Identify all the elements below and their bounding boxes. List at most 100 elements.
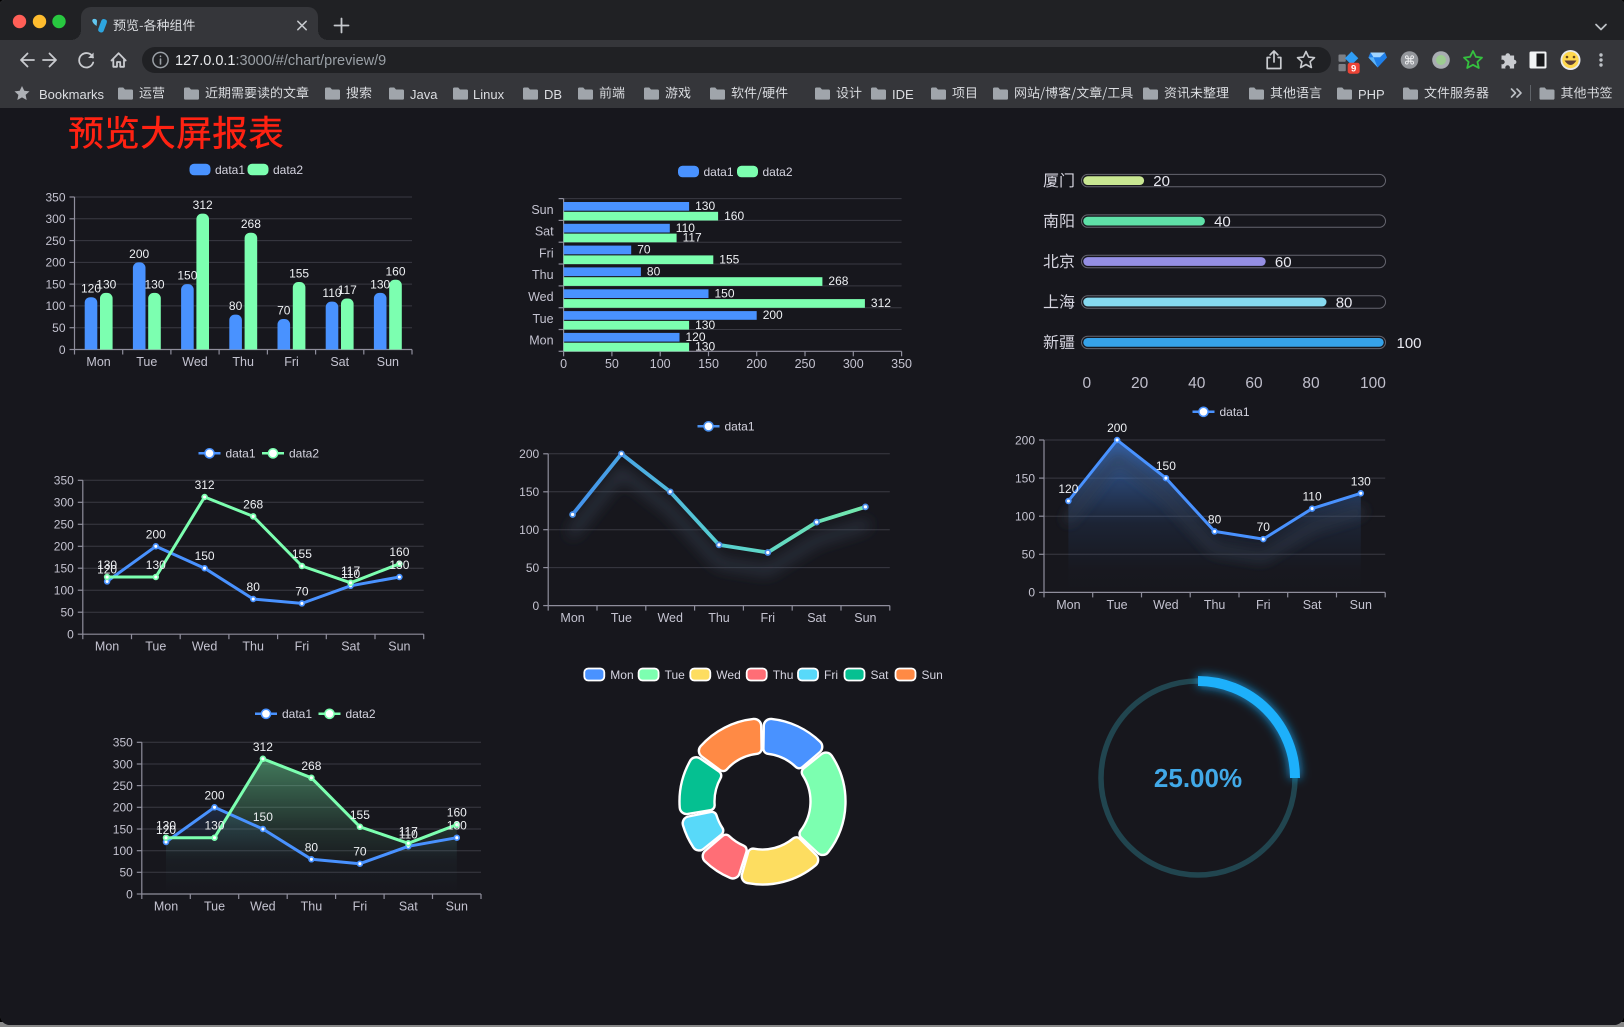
svg-text:Sun: Sun bbox=[922, 668, 943, 682]
svg-text:Fri: Fri bbox=[284, 355, 299, 369]
svg-text:130: 130 bbox=[97, 558, 117, 572]
svg-text:Mon: Mon bbox=[154, 900, 178, 914]
svg-text:150: 150 bbox=[698, 357, 719, 371]
svg-text:50: 50 bbox=[52, 321, 66, 335]
svg-text:100: 100 bbox=[1015, 510, 1035, 524]
svg-text:Sun: Sun bbox=[388, 640, 410, 654]
svg-text:80: 80 bbox=[305, 840, 319, 854]
svg-text:300: 300 bbox=[843, 357, 864, 371]
svg-text:350: 350 bbox=[54, 474, 74, 488]
svg-text:40: 40 bbox=[1214, 214, 1231, 231]
svg-text:Thu: Thu bbox=[1204, 598, 1226, 612]
svg-text:Wed: Wed bbox=[192, 640, 218, 654]
svg-text:Mon: Mon bbox=[1056, 598, 1080, 612]
svg-text:150: 150 bbox=[253, 810, 273, 824]
svg-text:data1: data1 bbox=[215, 163, 245, 177]
svg-text:Sat: Sat bbox=[535, 225, 554, 239]
svg-text:120: 120 bbox=[156, 823, 176, 837]
svg-text:150: 150 bbox=[177, 269, 197, 283]
svg-text:268: 268 bbox=[828, 274, 848, 288]
svg-text:120: 120 bbox=[97, 562, 117, 576]
svg-text:data2: data2 bbox=[763, 165, 793, 179]
svg-text:Wed: Wed bbox=[250, 900, 276, 914]
svg-text:80: 80 bbox=[1208, 512, 1222, 526]
svg-text:50: 50 bbox=[119, 866, 133, 880]
svg-text:312: 312 bbox=[193, 198, 213, 212]
svg-text:20: 20 bbox=[1153, 173, 1170, 190]
svg-text:Sat: Sat bbox=[330, 355, 349, 369]
svg-text:130: 130 bbox=[695, 340, 715, 354]
svg-text:Mon: Mon bbox=[86, 355, 110, 369]
svg-text:data1: data1 bbox=[1220, 405, 1250, 419]
svg-text:250: 250 bbox=[54, 518, 74, 532]
svg-text:100: 100 bbox=[519, 523, 539, 537]
svg-text:Tue: Tue bbox=[136, 355, 157, 369]
svg-text:312: 312 bbox=[195, 478, 215, 492]
svg-text:0: 0 bbox=[126, 887, 133, 901]
svg-text:Sun: Sun bbox=[446, 900, 468, 914]
svg-text:150: 150 bbox=[1156, 459, 1176, 473]
svg-text:Thu: Thu bbox=[708, 611, 730, 625]
svg-text:150: 150 bbox=[519, 485, 539, 499]
svg-text:Fri: Fri bbox=[295, 640, 310, 654]
svg-text:80: 80 bbox=[1302, 375, 1320, 392]
svg-text:312: 312 bbox=[871, 296, 891, 310]
svg-text:120: 120 bbox=[686, 330, 706, 344]
svg-text:Mon: Mon bbox=[610, 668, 633, 682]
svg-text:Thu: Thu bbox=[301, 900, 323, 914]
svg-text:Wed: Wed bbox=[657, 611, 683, 625]
svg-text:80: 80 bbox=[1336, 294, 1353, 311]
svg-text:Fri: Fri bbox=[761, 611, 776, 625]
svg-text:200: 200 bbox=[204, 788, 224, 802]
svg-text:100: 100 bbox=[54, 584, 74, 598]
svg-text:155: 155 bbox=[292, 547, 312, 561]
svg-text:0: 0 bbox=[560, 357, 567, 371]
svg-text:Sat: Sat bbox=[341, 640, 360, 654]
svg-text:110: 110 bbox=[322, 286, 341, 300]
svg-text:110: 110 bbox=[1303, 490, 1322, 504]
svg-text:70: 70 bbox=[1257, 520, 1271, 534]
svg-text:Sat: Sat bbox=[871, 668, 890, 682]
svg-text:80: 80 bbox=[229, 299, 243, 313]
svg-text:Wed: Wed bbox=[1153, 598, 1179, 612]
svg-text:160: 160 bbox=[385, 264, 405, 278]
svg-text:0: 0 bbox=[59, 343, 66, 357]
svg-text:Sun: Sun bbox=[531, 203, 553, 217]
svg-text:Wed: Wed bbox=[528, 290, 554, 304]
svg-text:⌘: ⌘ bbox=[1404, 54, 1416, 68]
svg-text:Tue: Tue bbox=[145, 640, 166, 654]
svg-text:130: 130 bbox=[1351, 474, 1371, 488]
svg-text:200: 200 bbox=[519, 447, 539, 461]
svg-text:70: 70 bbox=[637, 243, 651, 257]
svg-text:200: 200 bbox=[146, 527, 166, 541]
svg-text:110: 110 bbox=[676, 221, 695, 235]
svg-text:300: 300 bbox=[113, 757, 133, 771]
svg-text:Tue: Tue bbox=[204, 900, 225, 914]
svg-text:300: 300 bbox=[45, 212, 65, 226]
svg-text:268: 268 bbox=[241, 217, 261, 231]
svg-text:data2: data2 bbox=[273, 163, 303, 177]
svg-text:155: 155 bbox=[350, 808, 370, 822]
svg-text:110: 110 bbox=[399, 827, 418, 841]
svg-text:0: 0 bbox=[1028, 586, 1035, 600]
svg-text:150: 150 bbox=[195, 549, 215, 563]
svg-text:130: 130 bbox=[156, 819, 176, 833]
svg-text:100: 100 bbox=[45, 299, 65, 313]
svg-text:80: 80 bbox=[647, 264, 661, 278]
svg-text:70: 70 bbox=[295, 584, 309, 598]
svg-text:200: 200 bbox=[746, 357, 767, 371]
svg-text:data1: data1 bbox=[226, 447, 256, 461]
svg-text:130: 130 bbox=[370, 277, 390, 291]
svg-text:Sat: Sat bbox=[399, 900, 418, 914]
svg-text:Tue: Tue bbox=[665, 668, 686, 682]
svg-text:data1: data1 bbox=[282, 707, 312, 721]
svg-text:120: 120 bbox=[1058, 482, 1078, 496]
svg-text:40: 40 bbox=[1188, 375, 1206, 392]
svg-text:60: 60 bbox=[1245, 375, 1263, 392]
svg-text:100: 100 bbox=[1397, 335, 1422, 352]
svg-text:Fri: Fri bbox=[1256, 598, 1271, 612]
svg-text:Mon: Mon bbox=[529, 334, 553, 348]
svg-text:0: 0 bbox=[1082, 375, 1091, 392]
svg-text:130: 130 bbox=[695, 199, 715, 213]
svg-text:9: 9 bbox=[1351, 64, 1356, 75]
